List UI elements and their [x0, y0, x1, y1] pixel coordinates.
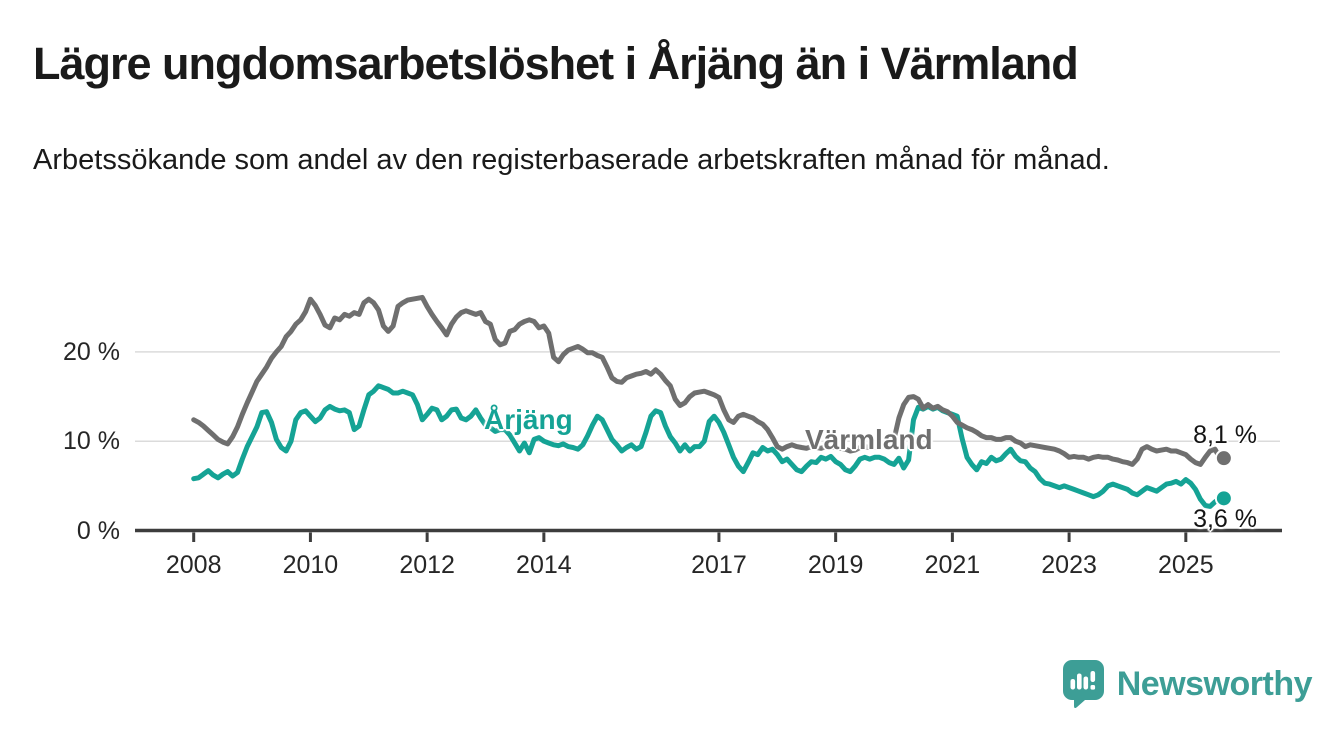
x-axis-label: 2008: [165, 551, 222, 579]
series-label-varmland: Värmland: [805, 424, 933, 455]
arjang-end-dot: [1214, 489, 1233, 508]
y-axis-label: 0 %: [76, 516, 120, 545]
varmland-line: [191, 294, 1223, 467]
x-axis-label: 2023: [1041, 551, 1097, 579]
end-value-label-arjang: 3,6 %: [1193, 505, 1257, 533]
x-axis-label: 2017: [691, 551, 747, 579]
brand-name: Newsworthy: [1116, 664, 1313, 703]
x-axis-label: 2014: [516, 551, 572, 579]
x-axis-label: 2012: [399, 551, 455, 579]
end-value-label-varmland: 8,1 %: [1193, 421, 1257, 449]
x-axis-label: 2021: [924, 551, 981, 579]
arjang-line: [191, 383, 1223, 509]
varmland-end-dot: [1214, 449, 1233, 468]
newsworthy-logo: Newsworthy: [1062, 660, 1313, 708]
series-label-arjang: Årjäng: [484, 404, 573, 435]
x-axis-label: 2010: [282, 551, 339, 579]
x-axis-label: 2019: [807, 551, 864, 579]
y-axis-label: 20 %: [63, 337, 120, 366]
x-axis-label: 2025: [1158, 551, 1214, 579]
page-subtitle: Arbetssökande som andel av den registerb…: [33, 144, 1110, 176]
y-axis-label: 10 %: [63, 427, 120, 456]
bar-chart-speech-bubble-icon: [1062, 660, 1104, 708]
page-title: Lägre ungdomsarbetslöshet i Årjäng än i …: [33, 38, 1079, 89]
